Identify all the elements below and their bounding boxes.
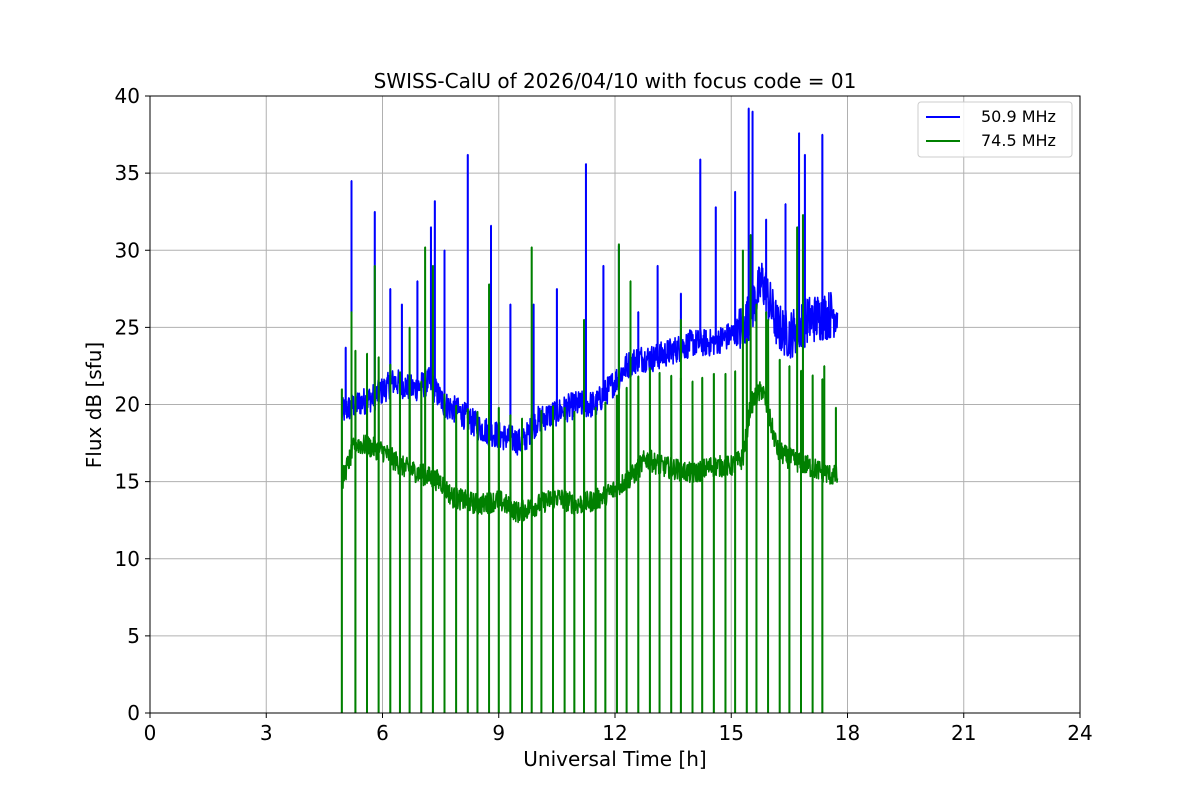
legend-label-50-9-mhz: 50.9 MHz [981,107,1056,126]
x-tick-label: 3 [260,721,273,745]
y-tick-label: 25 [115,315,140,339]
y-tick-label: 5 [127,624,140,648]
legend-label-74-5-mhz: 74.5 MHz [981,131,1056,150]
series-line [341,107,839,456]
chart-title: SWISS-CalU of 2026/04/10 with focus code… [374,69,857,93]
series-74-5-mhz [340,213,839,713]
y-axis-ticks: 0 5 10 15 20 25 30 35 40 [115,84,150,725]
x-tick-label: 18 [835,721,860,745]
x-tick-label: 15 [719,721,744,745]
x-tick-label: 21 [951,721,976,745]
x-axis-ticks: 0 3 6 9 12 15 18 21 24 [144,713,1093,745]
y-tick-label: 30 [115,238,140,262]
x-axis-label: Universal Time [h] [523,747,706,771]
series-layer [340,107,839,713]
x-tick-label: 12 [602,721,627,745]
y-axis-label: Flux dB [sfu] [82,342,106,468]
legend-box [917,101,1073,158]
y-tick-label: 20 [115,393,140,417]
x-tick-label: 6 [376,721,389,745]
x-tick-label: 0 [144,721,157,745]
plot-area [340,107,839,713]
y-tick-label: 35 [115,161,140,185]
x-tick-label: 24 [1067,721,1092,745]
y-tick-label: 15 [115,470,140,494]
x-tick-label: 9 [492,721,505,745]
y-tick-label: 0 [127,701,140,725]
y-tick-label: 10 [115,547,140,571]
y-tick-label: 40 [115,84,140,108]
legend: 50.9 MHz 74.5 MHz [917,101,1073,158]
